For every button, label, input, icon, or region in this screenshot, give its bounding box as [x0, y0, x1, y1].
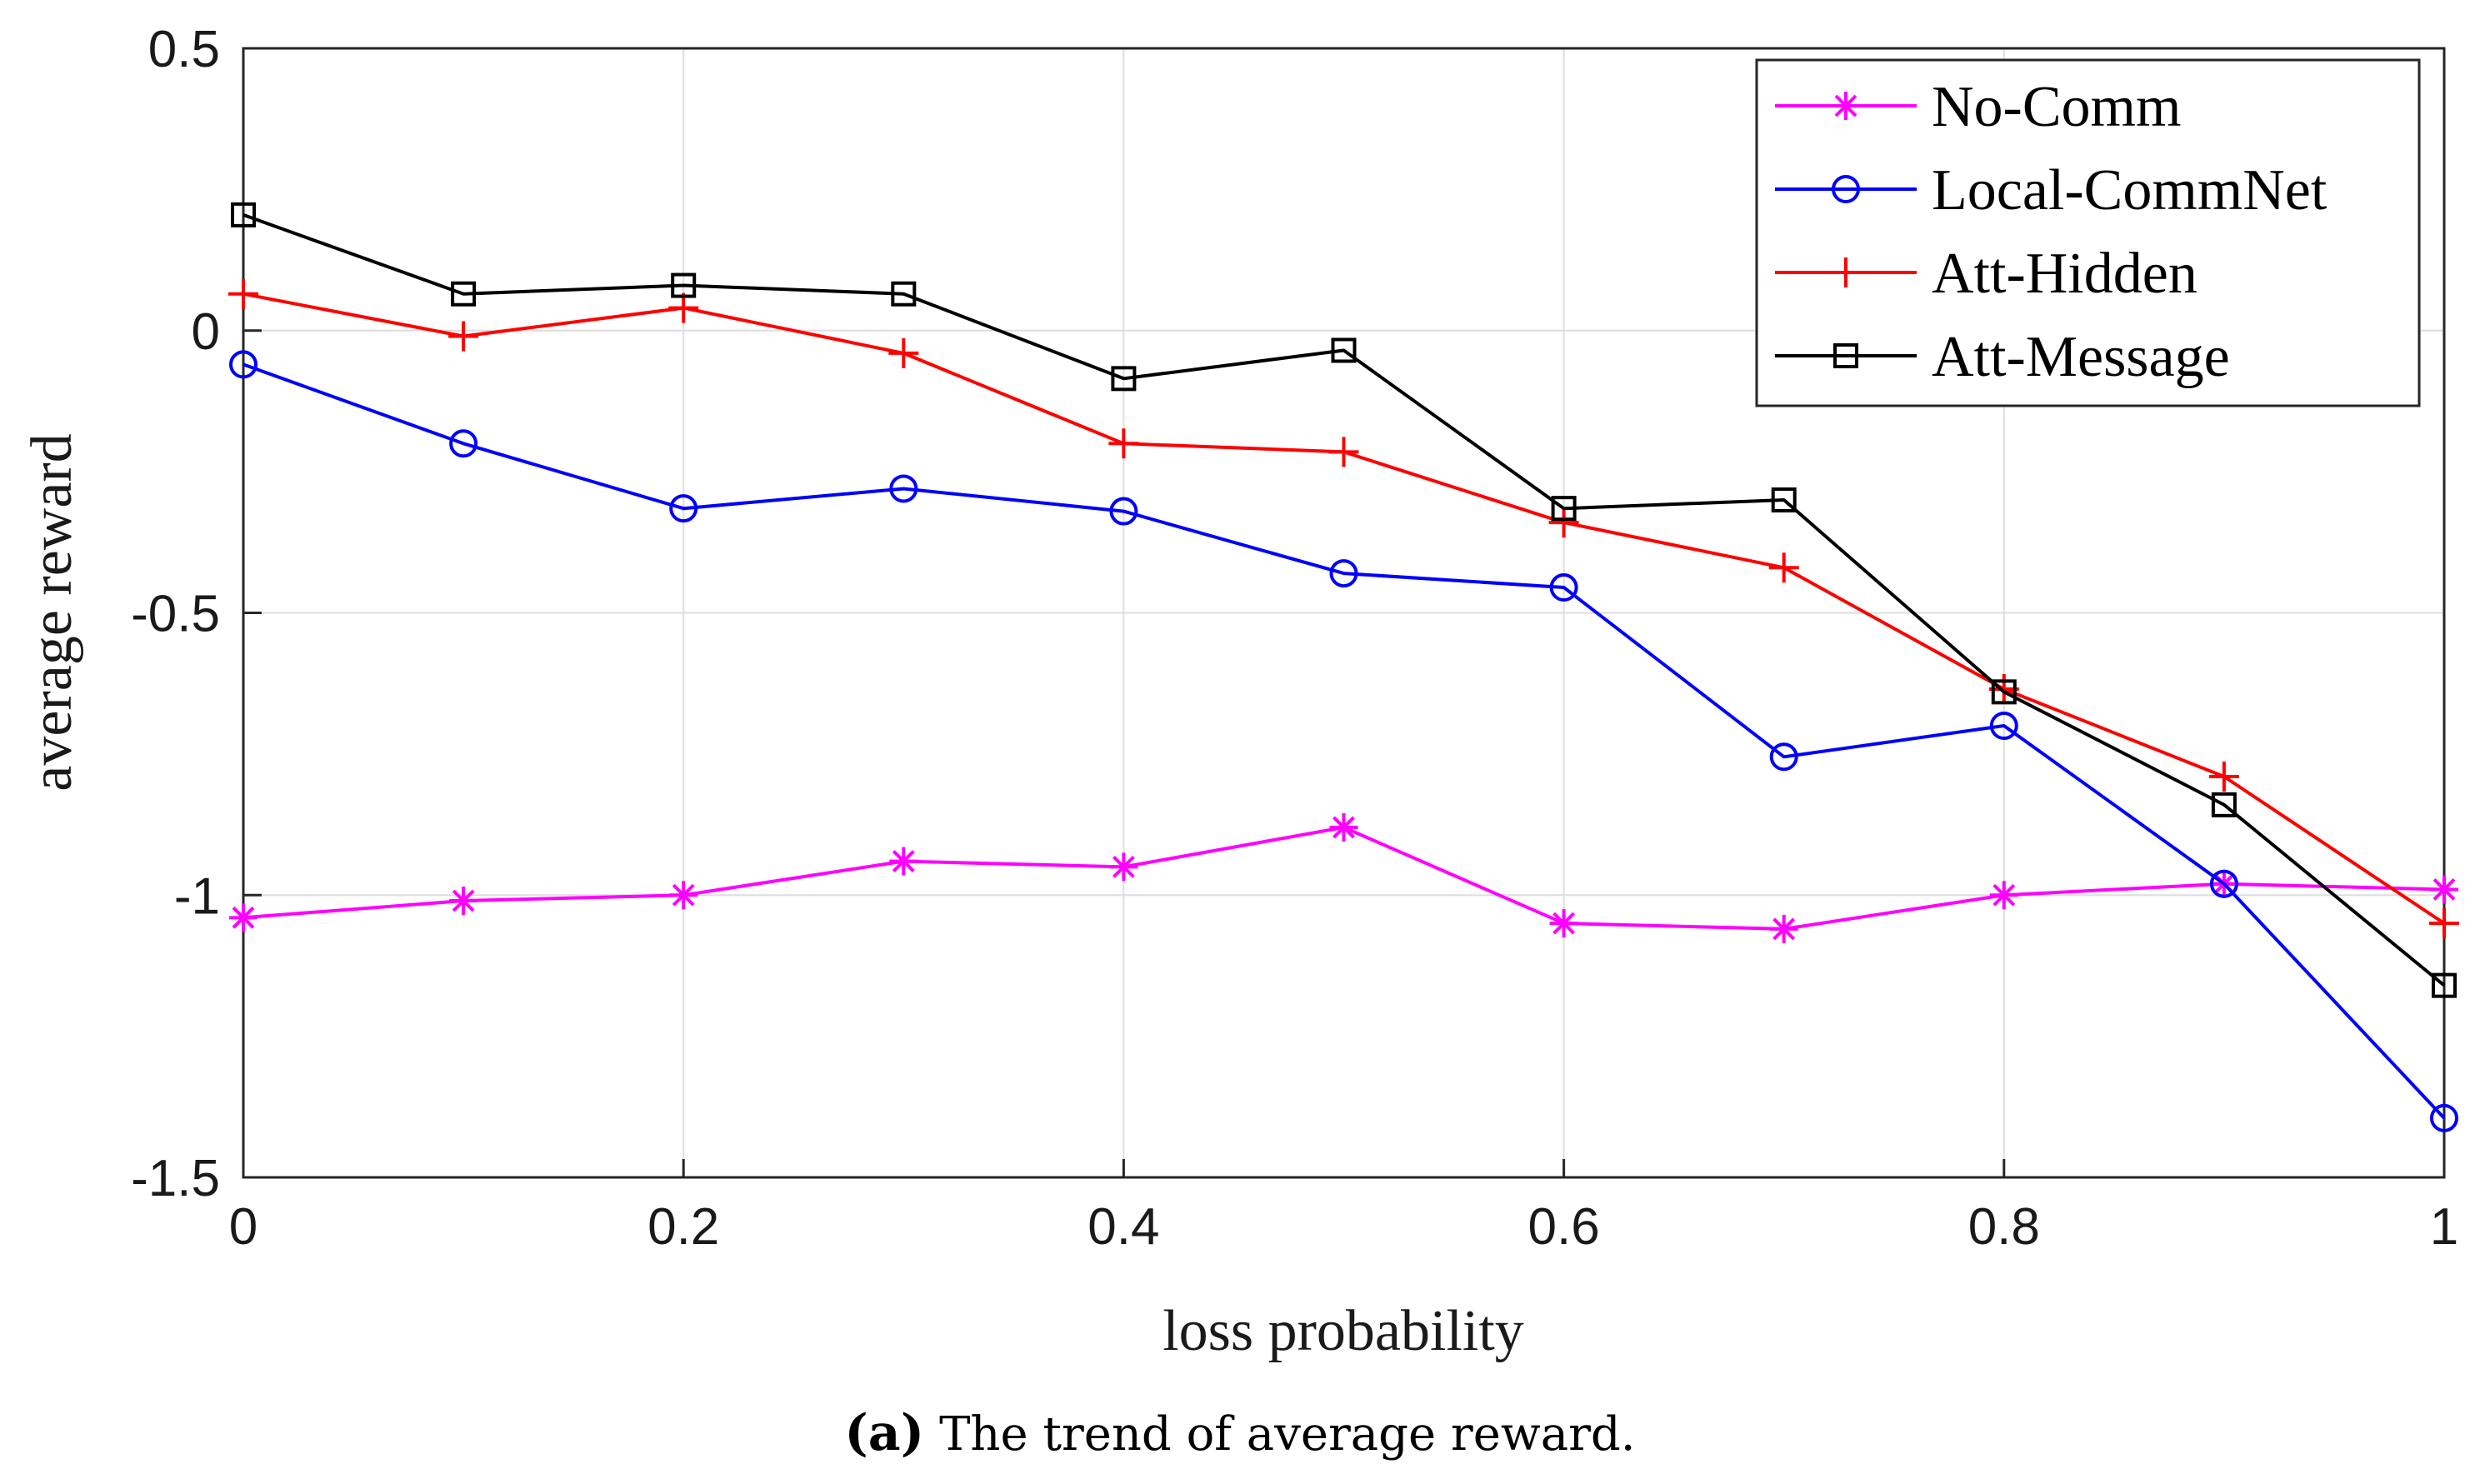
x-tick-label: 1 [2430, 1198, 2458, 1256]
square-marker [2211, 792, 2237, 817]
circle-marker [1832, 175, 1860, 203]
y-tick-label: -1 [174, 867, 220, 925]
square-marker [1111, 366, 1137, 392]
caption-text: The trend of average reward. [939, 1407, 1636, 1462]
caption-label: (a) [844, 1404, 924, 1462]
asterisk-marker [1109, 852, 1138, 882]
series-line-att-message [242, 213, 2446, 987]
circle-marker [449, 429, 478, 458]
square-marker [1771, 487, 1797, 512]
asterisk-marker [669, 881, 698, 910]
series-att-message [231, 202, 2457, 998]
asterisk-marker [1549, 909, 1578, 938]
square-marker [891, 281, 917, 307]
x-tick-label: 0.8 [1968, 1198, 2040, 1256]
asterisk-marker [1832, 92, 1860, 120]
x-tick-label: 0 [229, 1198, 258, 1256]
legend-label-no-comm: No-Comm [1932, 75, 2181, 139]
square-marker [231, 202, 256, 227]
x-tick-label: 0.2 [648, 1198, 719, 1256]
square-marker [1551, 496, 1577, 522]
asterisk-marker [2430, 875, 2458, 904]
x-tick-label: 0.6 [1528, 1198, 1599, 1256]
plus-marker [228, 278, 258, 309]
y-tick-label: 0 [192, 303, 220, 361]
y-tick-label: -1.5 [131, 1150, 220, 1207]
square-marker [1991, 679, 2017, 705]
legend: No-Comm Local-CommNet Att-Hidden Att-Messag… [1755, 58, 2421, 407]
plus-marker [1108, 428, 1139, 459]
square-marker [671, 272, 697, 298]
plus-marker [1548, 507, 1579, 538]
circle-marker [669, 494, 698, 523]
y-tick-label: -0.5 [131, 586, 220, 643]
plus-marker [2429, 908, 2459, 939]
series-local-commnet [229, 350, 2458, 1132]
series-line-local-commnet [242, 362, 2446, 1120]
square-marker [2432, 972, 2457, 998]
asterisk-marker [1989, 881, 2018, 910]
square-marker [1331, 337, 1357, 363]
circle-marker [1109, 497, 1138, 526]
circle-marker [229, 350, 258, 379]
y-axis: -1.5 -1 -0.5 0 0.5 [131, 21, 262, 1207]
plus-marker [888, 337, 919, 368]
legend-box [1755, 58, 2421, 407]
plus-marker [1831, 257, 1861, 287]
legend-label-att-hidden: Att-Hidden [1932, 242, 2198, 306]
y-tick-label: 0.5 [148, 21, 220, 78]
legend-label-local-commnet: Local-CommNet [1932, 158, 2328, 222]
circle-marker [1329, 559, 1358, 588]
circle-marker [1989, 712, 2018, 740]
x-axis: 0 0.2 0.4 0.6 0.8 1 [229, 1159, 2458, 1256]
x-tick-label: 0.4 [1088, 1198, 1159, 1256]
asterisk-marker [1329, 812, 1358, 842]
legend-label-att-message: Att-Message [1932, 325, 2230, 389]
square-marker [451, 281, 477, 307]
circle-marker [1549, 573, 1578, 602]
asterisk-marker [449, 887, 478, 916]
series-group [228, 202, 2459, 1132]
circle-marker [1769, 742, 1798, 772]
circle-marker [2209, 869, 2238, 898]
asterisk-marker [889, 847, 918, 876]
series-att-hidden [228, 278, 2459, 939]
plus-marker [1768, 552, 1799, 583]
plus-marker [2208, 761, 2239, 792]
plus-marker [1328, 437, 1359, 467]
circle-marker [2430, 1103, 2458, 1132]
square-marker [1833, 343, 1858, 368]
plus-marker [668, 292, 699, 323]
plus-marker [448, 321, 479, 352]
asterisk-marker [1769, 914, 1798, 943]
circle-marker [889, 474, 918, 503]
x-axis-label: loss probability [1162, 1299, 1524, 1363]
y-axis-label: average reward [20, 433, 84, 791]
figure-caption: (a) The trend of average reward. [844, 1404, 1635, 1462]
asterisk-marker [229, 903, 258, 932]
